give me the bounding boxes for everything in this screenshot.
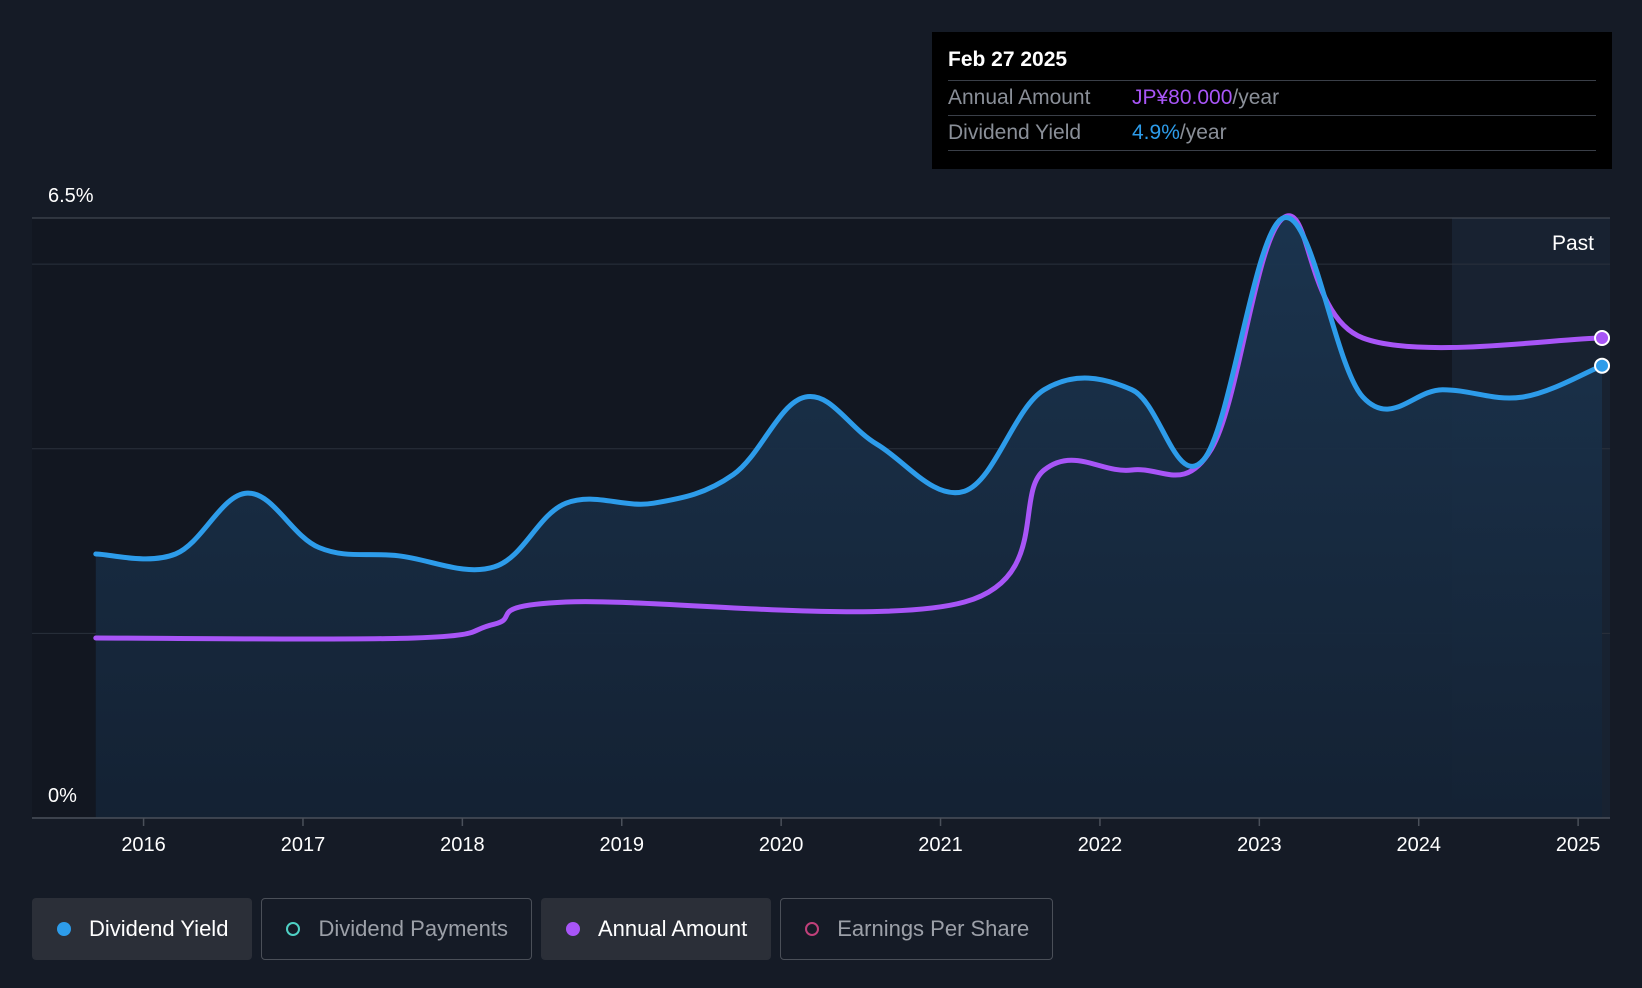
y-axis-min-label: 0% <box>48 785 77 807</box>
x-tick-label: 2020 <box>759 834 804 856</box>
legend: Dividend Yield Dividend Payments Annual … <box>32 898 1054 960</box>
past-label: Past <box>1552 232 1594 255</box>
tooltip: Feb 27 2025 Annual Amount JP¥80.000 /yea… <box>932 32 1612 169</box>
tooltip-annual-amount-row: Annual Amount JP¥80.000 /year <box>948 81 1596 116</box>
x-tick-label: 2024 <box>1396 834 1441 856</box>
x-tick-label: 2025 <box>1556 834 1601 856</box>
tooltip-dividend-yield-unit: /year <box>1179 121 1227 144</box>
legend-dividend-yield-button[interactable]: Dividend Yield <box>32 898 253 960</box>
legend-label: Annual Amount <box>597 916 748 941</box>
tooltip-dividend-yield-row: Dividend Yield 4.9% /year <box>948 116 1596 151</box>
y-axis-max-label: 6.5% <box>48 185 94 207</box>
x-tick-label: 2017 <box>281 834 326 856</box>
legend-earnings-per-share-button[interactable]: Earnings Per Share <box>780 898 1054 960</box>
dividend-yield-area <box>95 217 1602 818</box>
annual-amount-end-marker <box>1594 330 1611 346</box>
dividend-chart: 2016 2017 2018 2019 2020 2021 2022 2023 2024 2025… <box>32 185 1611 856</box>
tooltip-annual-amount-unit: /year <box>1232 86 1280 109</box>
x-tick-label: 2022 <box>1078 834 1123 856</box>
x-tick-label: 2019 <box>600 834 645 856</box>
tooltip-annual-amount-label: Annual Amount <box>948 86 1091 109</box>
dividend-yield-line <box>93 215 1605 573</box>
legend-annual-amount-button[interactable]: Annual Amount <box>540 898 772 960</box>
earnings-per-share-ring-icon <box>805 922 820 936</box>
dividend-yield-dot-icon <box>57 922 71 936</box>
legend-label: Earnings Per Share <box>837 916 1030 941</box>
legend-dividend-payments-button[interactable]: Dividend Payments <box>261 898 532 960</box>
x-tick-label: 2021 <box>918 834 963 856</box>
tooltip-annual-amount-value: JP¥80.000 <box>1132 86 1233 109</box>
x-tick-label: 2016 <box>121 834 166 856</box>
annual-amount-dot-icon <box>565 922 580 936</box>
x-tick-label: 2023 <box>1237 834 1282 856</box>
dividend-payments-ring-icon <box>286 922 301 936</box>
legend-label: Dividend Payments <box>318 916 508 941</box>
tooltip-dividend-yield-value: 4.9% <box>1132 121 1180 144</box>
tooltip-dividend-yield-label: Dividend Yield <box>948 121 1082 144</box>
tooltip-date: Feb 27 2025 <box>948 46 1596 81</box>
legend-label: Dividend Yield <box>89 916 229 941</box>
x-tick-label: 2018 <box>440 834 485 856</box>
dividend-yield-end-marker <box>1594 357 1611 374</box>
